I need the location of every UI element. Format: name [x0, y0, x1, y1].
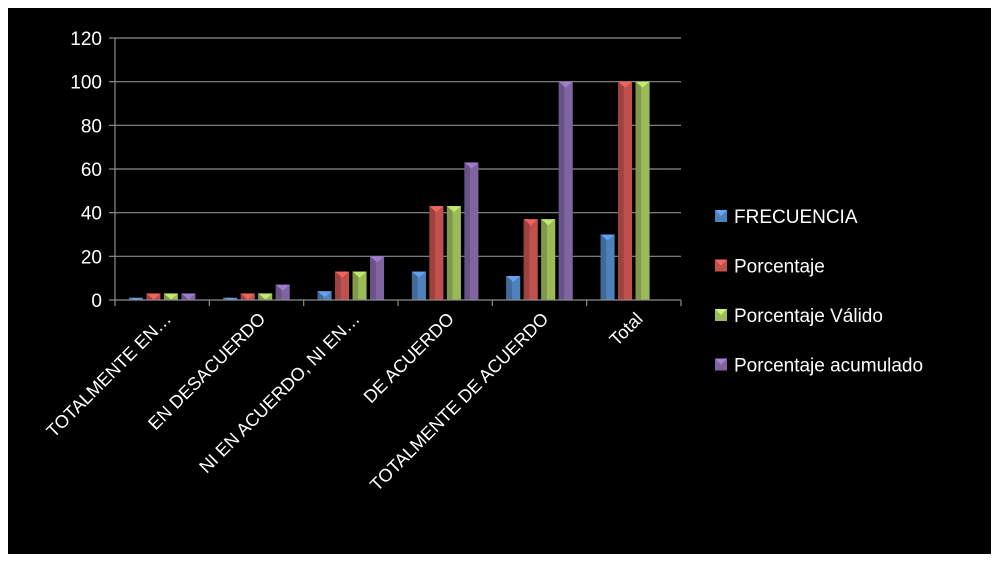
bar — [128, 297, 143, 300]
legend-label: Porcentaje acumulado — [734, 356, 923, 377]
x-tick-label: TOTALMENTE DE ACUERDO — [366, 309, 552, 495]
bars — [128, 81, 650, 301]
bar — [223, 297, 238, 300]
gridlines — [115, 37, 681, 257]
y-tick-label: 20 — [81, 247, 102, 268]
bar — [558, 81, 573, 301]
legend-item: Porcentaje — [715, 257, 825, 278]
legend-item: FRECUENCIA — [715, 207, 858, 228]
bar — [335, 271, 350, 300]
x-tick-label: Total — [606, 309, 647, 350]
legend: FRECUENCIA Porcentaje Porcentaje Válido Por… — [715, 207, 923, 377]
bar — [429, 206, 444, 300]
chart-frame: 0 20 40 60 80 100 120 TOTALMENTE EN… EN DESACUE… — [8, 8, 991, 554]
x-tick-label: DE ACUERDO — [360, 309, 458, 407]
bar — [146, 293, 161, 300]
y-tick-label: 80 — [81, 116, 102, 137]
y-tick-label: 100 — [70, 73, 102, 94]
legend-swatch — [715, 358, 727, 371]
bar — [258, 293, 273, 300]
y-tick-label: 120 — [70, 29, 102, 50]
bar — [506, 275, 521, 300]
bar — [163, 293, 178, 300]
legend-item: Porcentaje Válido — [715, 306, 883, 327]
y-tick-label: 60 — [81, 160, 102, 181]
bar — [181, 293, 196, 300]
bar — [352, 271, 367, 300]
y-tick-label: 0 — [91, 291, 102, 312]
bar — [618, 81, 633, 301]
bar — [541, 219, 556, 300]
legend-swatch — [715, 259, 727, 272]
legend-item: Porcentaje acumulado — [715, 356, 923, 377]
bar — [411, 271, 426, 300]
bar — [464, 162, 479, 300]
y-tick-label: 40 — [81, 204, 102, 225]
x-tick-label: NI EN ACUERDO, NI EN… — [195, 309, 363, 477]
bar — [370, 256, 385, 300]
legend-label: Porcentaje — [734, 257, 825, 278]
bar — [446, 206, 461, 300]
legend-label: FRECUENCIA — [734, 207, 858, 228]
bar — [600, 234, 615, 300]
bar — [275, 284, 290, 300]
bar — [523, 219, 538, 300]
y-axis: 0 20 40 60 80 100 120 — [70, 29, 116, 312]
legend-label: Porcentaje Válido — [734, 306, 883, 327]
legend-swatch — [715, 309, 727, 321]
bar — [317, 291, 332, 300]
bar — [635, 81, 650, 301]
bar-chart: 0 20 40 60 80 100 120 TOTALMENTE EN…EN DESACUE… — [43, 29, 924, 495]
bar — [240, 293, 255, 300]
legend-swatch — [715, 210, 727, 222]
